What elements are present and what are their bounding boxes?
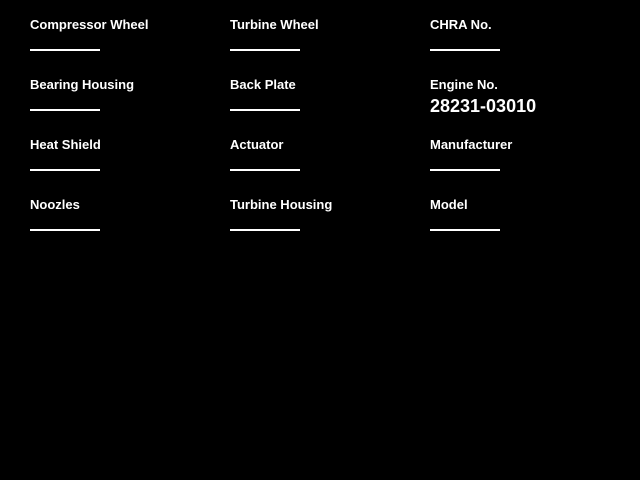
field-label-noozles: Noozles bbox=[30, 197, 80, 212]
field-bearing-housing: Bearing Housing bbox=[30, 78, 230, 138]
field-label-manufacturer: Manufacturer bbox=[430, 137, 513, 152]
field-input-manufacturer[interactable] bbox=[430, 169, 500, 171]
field-label-heat-shield: Heat Shield bbox=[30, 137, 101, 152]
field-input-compressor-wheel[interactable] bbox=[30, 49, 100, 51]
field-input-model[interactable] bbox=[430, 229, 500, 231]
field-input-turbine-wheel[interactable] bbox=[230, 49, 300, 51]
field-noozles: Noozles bbox=[30, 198, 230, 258]
field-label-model: Model bbox=[430, 197, 468, 212]
field-input-chra-no[interactable] bbox=[430, 49, 500, 51]
parts-form: Compressor Wheel Bearing Housing Heat Sh… bbox=[30, 18, 630, 258]
field-turbine-housing: Turbine Housing bbox=[230, 198, 430, 258]
field-label-back-plate: Back Plate bbox=[230, 77, 296, 92]
field-label-compressor-wheel: Compressor Wheel bbox=[30, 17, 149, 32]
field-label-turbine-housing: Turbine Housing bbox=[230, 197, 333, 212]
field-input-bearing-housing[interactable] bbox=[30, 109, 100, 111]
field-actuator: Actuator bbox=[230, 138, 430, 198]
field-input-actuator[interactable] bbox=[230, 169, 300, 171]
field-input-heat-shield[interactable] bbox=[30, 169, 100, 171]
field-compressor-wheel: Compressor Wheel bbox=[30, 18, 230, 78]
field-value-engine-no[interactable]: 28231-03010 bbox=[430, 96, 537, 116]
field-label-turbine-wheel: Turbine Wheel bbox=[230, 17, 319, 32]
field-chra-no: CHRA No. bbox=[430, 18, 630, 78]
field-label-bearing-housing: Bearing Housing bbox=[30, 77, 135, 92]
field-input-back-plate[interactable] bbox=[230, 109, 300, 111]
field-engine-no: Engine No. 28231-03010 bbox=[430, 78, 630, 138]
field-manufacturer: Manufacturer bbox=[430, 138, 630, 198]
field-heat-shield: Heat Shield bbox=[30, 138, 230, 198]
field-turbine-wheel: Turbine Wheel bbox=[230, 18, 430, 78]
field-label-chra-no: CHRA No. bbox=[430, 17, 492, 32]
field-input-noozles[interactable] bbox=[30, 229, 100, 231]
field-label-engine-no: Engine No. bbox=[430, 77, 498, 92]
field-input-turbine-housing[interactable] bbox=[230, 229, 300, 231]
field-back-plate: Back Plate bbox=[230, 78, 430, 138]
field-model: Model bbox=[430, 198, 630, 258]
field-label-actuator: Actuator bbox=[230, 137, 284, 152]
